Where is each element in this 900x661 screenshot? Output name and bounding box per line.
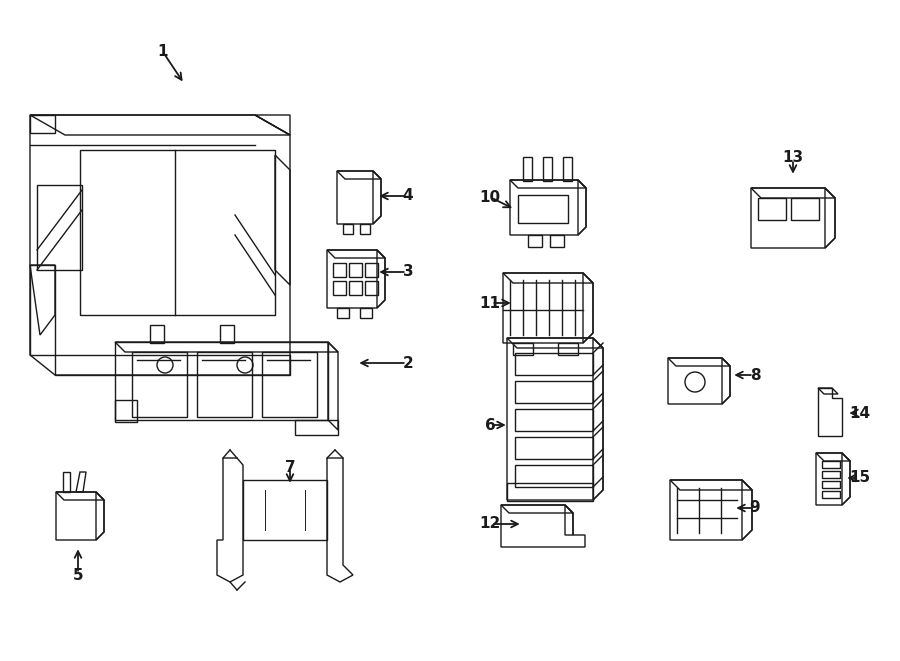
Text: 7: 7	[284, 459, 295, 475]
Bar	[758, 198, 786, 220]
Bar	[791, 198, 819, 220]
Bar	[822, 491, 840, 498]
Bar	[563, 157, 572, 181]
Bar	[150, 325, 164, 343]
Bar	[37, 185, 82, 270]
Text: 5: 5	[73, 568, 84, 582]
Bar	[343, 224, 353, 234]
Bar	[333, 263, 346, 277]
Bar	[262, 352, 317, 417]
Bar	[132, 352, 187, 417]
Bar	[360, 308, 372, 318]
Bar	[550, 235, 564, 247]
Text: 12: 12	[480, 516, 500, 531]
Bar	[543, 157, 552, 181]
Text: 6: 6	[484, 418, 495, 432]
Bar	[513, 343, 533, 355]
Text: 9: 9	[750, 500, 760, 516]
Text: 8: 8	[750, 368, 760, 383]
Bar	[558, 343, 578, 355]
Text: 13: 13	[782, 151, 804, 165]
Bar	[507, 483, 593, 501]
Bar	[822, 471, 840, 478]
Bar	[523, 157, 532, 181]
Bar	[528, 235, 542, 247]
Bar	[349, 263, 362, 277]
Bar	[515, 465, 593, 487]
Bar	[220, 325, 234, 343]
Bar	[30, 115, 55, 133]
Text: 4: 4	[402, 188, 413, 204]
Bar	[333, 281, 346, 295]
Bar	[295, 420, 338, 435]
Bar	[515, 353, 593, 375]
Text: 10: 10	[480, 190, 500, 204]
Text: 14: 14	[850, 405, 870, 420]
Bar	[115, 400, 137, 422]
Bar	[515, 437, 593, 459]
Bar	[822, 461, 840, 468]
Bar	[55, 355, 290, 375]
Bar	[349, 281, 362, 295]
Bar	[822, 481, 840, 488]
Text: 11: 11	[480, 295, 500, 311]
Bar	[360, 224, 370, 234]
Bar	[197, 352, 252, 417]
Bar	[515, 409, 593, 431]
Text: 15: 15	[850, 471, 870, 485]
Bar	[365, 281, 378, 295]
Text: 3: 3	[402, 264, 413, 280]
Bar	[365, 263, 378, 277]
Bar	[80, 150, 275, 315]
Bar	[337, 308, 349, 318]
Text: 1: 1	[158, 44, 168, 59]
Bar	[518, 195, 568, 223]
Bar	[515, 381, 593, 403]
Text: 2: 2	[402, 356, 413, 371]
